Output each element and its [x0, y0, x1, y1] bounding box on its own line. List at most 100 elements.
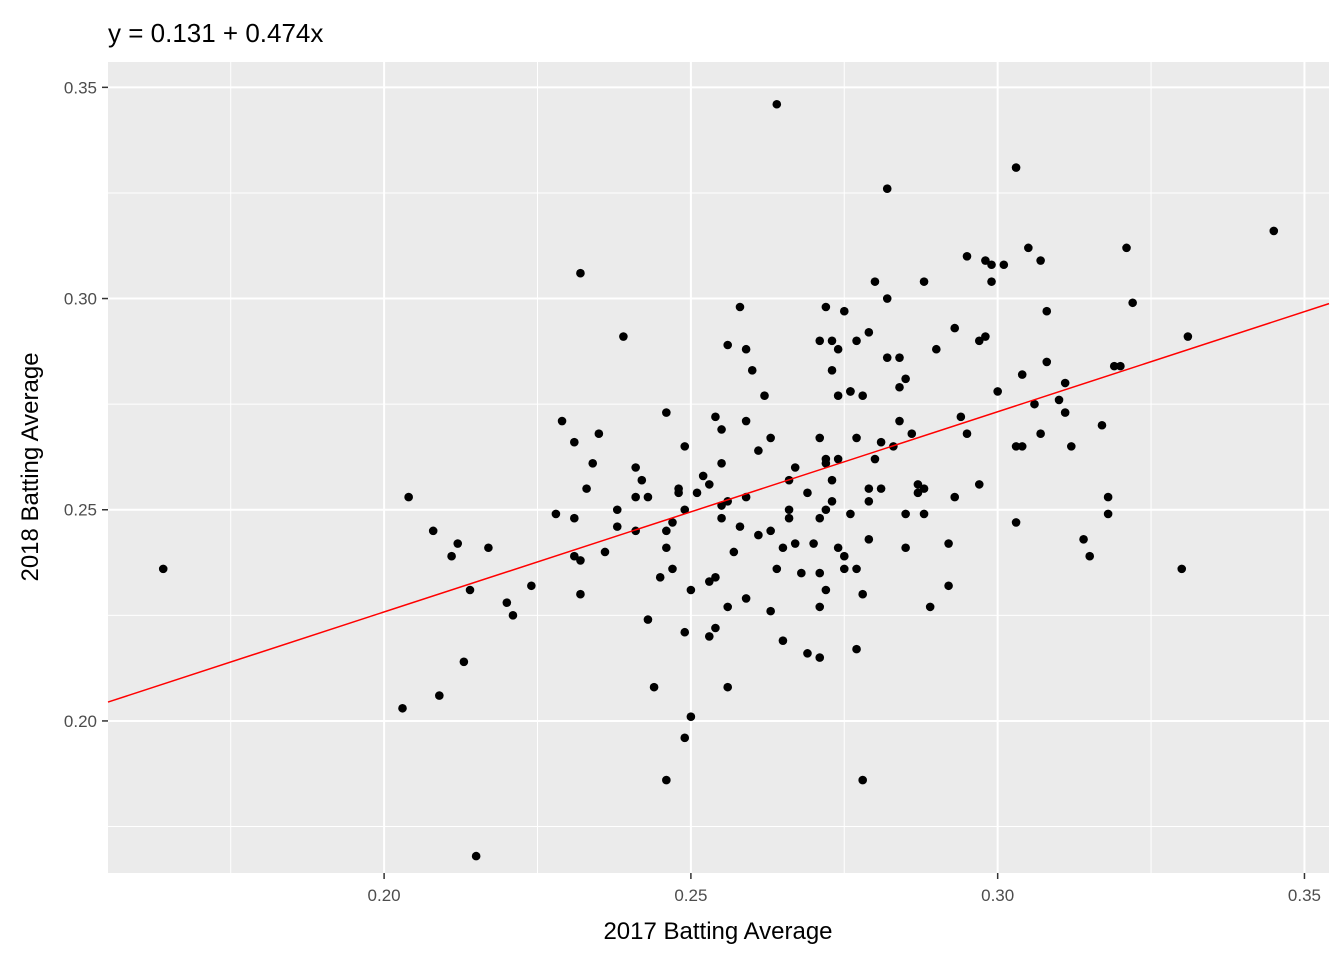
x-tick-label: 0.20	[368, 886, 401, 905]
data-point	[662, 543, 671, 553]
data-point	[846, 387, 855, 396]
data-point	[870, 277, 880, 286]
data-point	[662, 408, 671, 417]
x-tick-label: 0.35	[1288, 886, 1321, 905]
data-point	[766, 433, 775, 443]
data-point	[901, 374, 910, 384]
data-point	[1060, 378, 1070, 388]
y-tick-label: 0.25	[64, 501, 97, 520]
data-point	[717, 425, 726, 434]
data-point	[913, 480, 923, 489]
data-point	[1109, 361, 1119, 371]
data-point	[1079, 535, 1088, 544]
data-point	[471, 851, 481, 861]
data-point	[870, 454, 880, 464]
data-point	[662, 526, 671, 536]
data-point	[680, 627, 690, 637]
x-axis-ticks: 0.20 0.25 0.30 0.35	[368, 873, 1321, 905]
data-point	[680, 442, 690, 451]
data-point	[760, 391, 769, 400]
data-point	[821, 505, 831, 515]
data-point	[465, 585, 475, 595]
data-point	[919, 484, 929, 493]
data-point	[766, 606, 775, 616]
data-point	[809, 539, 818, 548]
data-point	[1177, 564, 1187, 574]
data-point	[950, 323, 960, 333]
data-point	[594, 429, 604, 439]
data-point	[662, 775, 671, 785]
x-tick-label: 0.25	[674, 886, 707, 905]
data-point	[735, 302, 745, 312]
data-point	[944, 581, 953, 591]
data-point	[864, 484, 874, 493]
data-point	[815, 568, 825, 578]
data-point	[846, 509, 855, 519]
data-point	[717, 513, 726, 523]
data-point	[1060, 408, 1070, 417]
data-point	[619, 332, 628, 341]
data-point	[1011, 518, 1021, 527]
data-point	[839, 306, 849, 316]
data-point	[723, 340, 733, 350]
data-point	[1036, 429, 1045, 439]
data-point	[754, 446, 763, 455]
data-point	[882, 184, 892, 194]
data-point	[1030, 399, 1039, 409]
data-point	[901, 543, 910, 553]
data-point	[895, 416, 904, 426]
data-point	[557, 416, 567, 426]
data-point	[723, 602, 733, 612]
data-point	[1067, 442, 1076, 451]
data-point	[404, 492, 413, 502]
data-point	[833, 454, 843, 464]
data-point	[852, 644, 861, 654]
data-point	[1011, 442, 1021, 451]
data-point	[772, 99, 782, 109]
data-point	[643, 492, 653, 502]
data-point	[754, 530, 763, 540]
data-point	[895, 353, 904, 362]
data-point	[1097, 420, 1107, 430]
data-point	[932, 344, 941, 354]
data-point	[839, 564, 849, 574]
data-point	[680, 505, 690, 515]
data-point	[704, 577, 714, 586]
data-point	[827, 336, 837, 346]
data-point	[981, 332, 990, 341]
data-point	[797, 568, 806, 578]
data-point	[784, 505, 794, 515]
data-point	[502, 598, 512, 607]
data-point	[864, 328, 874, 337]
data-point	[741, 416, 751, 426]
data-point	[962, 429, 972, 439]
data-point	[981, 256, 990, 265]
data-point	[821, 302, 831, 312]
data-point	[1183, 332, 1193, 341]
data-point	[1128, 298, 1137, 308]
data-point	[950, 492, 960, 502]
data-point	[1116, 361, 1125, 371]
data-point	[833, 344, 843, 354]
data-point	[895, 382, 904, 392]
data-point	[784, 513, 794, 523]
data-point	[999, 260, 1009, 270]
data-points	[158, 99, 1279, 861]
data-point	[398, 703, 407, 713]
data-point	[1103, 509, 1113, 519]
chart-title: y = 0.131 + 0.474x	[108, 18, 323, 48]
data-point	[864, 535, 874, 544]
data-point	[803, 649, 812, 658]
data-point	[643, 615, 653, 624]
data-point	[790, 463, 800, 472]
regression-line	[107, 302, 1330, 703]
data-point	[692, 488, 702, 498]
data-point	[944, 539, 953, 548]
data-point	[919, 509, 929, 519]
data-point	[631, 492, 640, 502]
y-tick-label: 0.35	[64, 78, 97, 97]
data-point	[637, 475, 647, 485]
data-point	[956, 412, 966, 422]
data-point	[484, 543, 493, 553]
data-point	[1122, 243, 1131, 253]
